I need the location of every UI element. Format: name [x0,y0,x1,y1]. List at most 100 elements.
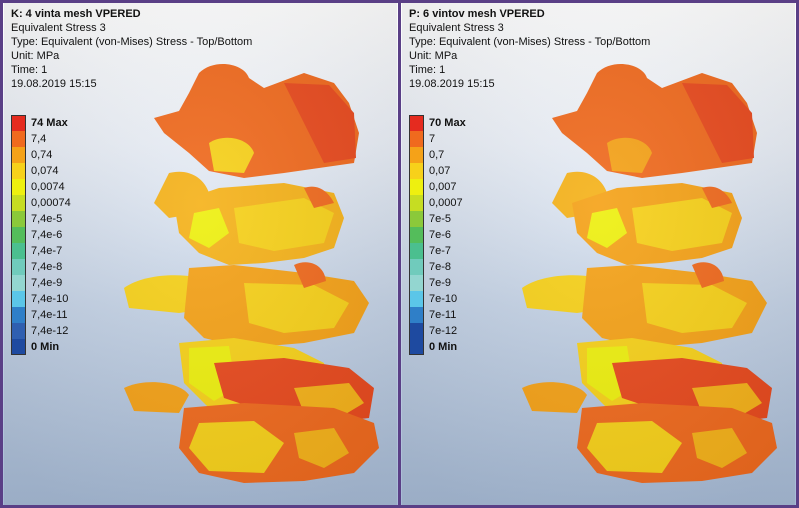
legend-swatch [11,131,26,147]
legend-label: 7,4 [31,133,47,145]
legend-row: 0,074 [11,163,71,179]
legend-row: 7e-12 [409,323,466,339]
result-unit: Unit: MPa [11,50,60,62]
result-type: Type: Equivalent (von-Mises) Stress - To… [409,36,651,48]
legend-label: 0,0074 [31,181,65,193]
legend-label: 0 Min [429,341,458,353]
result-subtitle: Equivalent Stress 3 [409,22,504,34]
legend-swatch [409,195,424,211]
legend-row: 7,4e-7 [11,243,71,259]
legend-label: 7e-9 [429,277,452,289]
legend-row: 0,7 [409,147,466,163]
legend-row: 7,4e-10 [11,291,71,307]
legend-swatch [11,323,26,339]
result-date: 19.08.2019 15:15 [11,78,97,90]
legend-row: 7e-8 [409,259,466,275]
legend-swatch [11,195,26,211]
legend-swatch [11,179,26,195]
legend-label: 0,07 [429,165,451,177]
legend-label: 0 Min [31,341,60,353]
legend-row: 7,4e-9 [11,275,71,291]
legend-row: 0,00074 [11,195,71,211]
legend-label: 7e-6 [429,229,452,241]
legend-label: 7e-5 [429,213,452,225]
legend-swatch [11,163,26,179]
result-unit: Unit: MPa [409,50,458,62]
result-title: P: 6 vintov mesh VPERED [409,8,545,20]
legend-swatch [409,227,424,243]
color-legend-right: 70 Max 7 0,7 0,07 0,007 0,0007 7e-5 7e-6… [409,115,466,355]
legend-row: 7,4e-8 [11,259,71,275]
legend-label: 0,74 [31,149,53,161]
legend-label: 0,00074 [31,197,71,209]
legend-label: 7e-11 [429,309,457,321]
legend-swatch [11,147,26,163]
legend-swatch [11,211,26,227]
legend-swatch [11,227,26,243]
legend-label: 74 Max [31,117,68,129]
legend-swatch [409,147,424,163]
legend-label: 7 [429,133,436,145]
legend-label: 7e-8 [429,261,452,273]
legend-row: 7,4 [11,131,71,147]
legend-swatch [409,163,424,179]
legend-label: 7,4e-5 [31,213,63,225]
legend-label: 7e-7 [429,245,452,257]
legend-swatch [409,179,424,195]
legend-row: 0,007 [409,179,466,195]
legend-row: 0 Min [11,339,71,355]
legend-row: 7e-6 [409,227,466,243]
legend-swatch [11,115,26,131]
legend-swatch [409,211,424,227]
legend-label: 70 Max [429,117,466,129]
color-legend-left: 74 Max 7,4 0,74 0,074 0,0074 0,00074 7,4… [11,115,71,355]
legend-swatch [409,275,424,291]
legend-swatch [409,259,424,275]
legend-label: 0,074 [31,165,59,177]
legend-swatch [11,291,26,307]
result-info-right: P: 6 vintov mesh VPERED Equivalent Stres… [409,7,650,91]
legend-label: 7e-12 [429,325,458,337]
legend-swatch [409,323,424,339]
legend-row: 7e-7 [409,243,466,259]
result-info-left: K: 4 vinta mesh VPERED Equivalent Stress… [11,7,252,91]
legend-row: 7e-10 [409,291,466,307]
legend-row: 74 Max [11,115,71,131]
legend-label: 0,007 [429,181,457,193]
legend-label: 0,0007 [429,197,463,209]
legend-row: 0,0007 [409,195,466,211]
legend-swatch [11,243,26,259]
legend-label: 0,7 [429,149,445,161]
legend-label: 7,4e-12 [31,325,69,337]
legend-row: 7e-5 [409,211,466,227]
legend-row: 7e-11 [409,307,466,323]
result-subtitle: Equivalent Stress 3 [11,22,106,34]
legend-swatch [11,259,26,275]
left-result-panel: K: 4 vinta mesh VPERED Equivalent Stress… [3,3,398,505]
legend-swatch [11,307,26,323]
legend-row: 7,4e-12 [11,323,71,339]
legend-label: 7,4e-10 [31,293,69,305]
legend-swatch [409,131,424,147]
legend-swatch [409,115,424,131]
legend-label: 7,4e-9 [31,277,63,289]
legend-row: 7e-9 [409,275,466,291]
legend-row: 0 Min [409,339,466,355]
result-type: Type: Equivalent (von-Mises) Stress - To… [11,36,253,48]
legend-row: 7,4e-11 [11,307,71,323]
legend-row: 70 Max [409,115,466,131]
legend-swatch [409,307,424,323]
legend-swatch [409,243,424,259]
legend-row: 7,4e-6 [11,227,71,243]
legend-label: 7,4e-11 [31,309,68,321]
right-result-panel: P: 6 vintov mesh VPERED Equivalent Stres… [401,3,796,505]
result-time: Time: 1 [11,64,48,76]
legend-swatch [11,275,26,291]
legend-row: 0,74 [11,147,71,163]
legend-swatch [409,291,424,307]
legend-label: 7e-10 [429,293,458,305]
legend-row: 0,07 [409,163,466,179]
result-time: Time: 1 [409,64,446,76]
result-date: 19.08.2019 15:15 [409,78,495,90]
